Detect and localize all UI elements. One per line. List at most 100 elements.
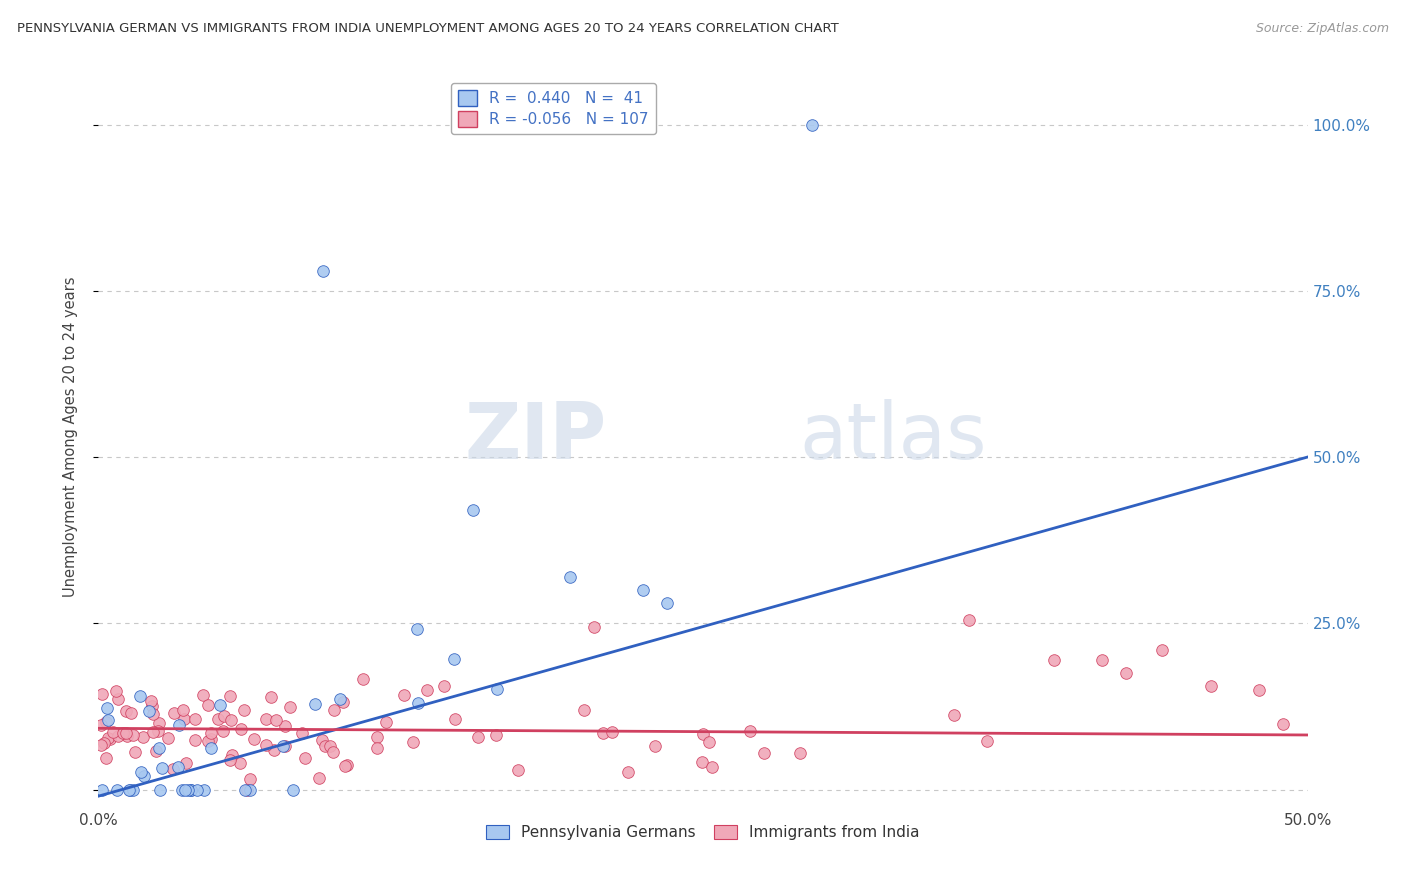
Point <box>558 570 581 584</box>
Point <box>402 735 425 749</box>
Point <box>91 687 114 701</box>
Point <box>318 739 340 753</box>
Point <box>572 703 595 717</box>
Point <box>294 751 316 765</box>
Point <box>191 689 214 703</box>
Point <box>93 736 115 750</box>
Point <box>214 708 236 723</box>
Point <box>800 118 823 132</box>
Point <box>406 622 429 636</box>
Point <box>120 706 142 720</box>
Point <box>163 706 186 720</box>
Point <box>1199 680 1222 694</box>
Point <box>107 782 129 797</box>
Point <box>131 765 153 780</box>
Point <box>655 596 678 610</box>
Point <box>254 738 277 752</box>
Point <box>107 691 129 706</box>
Point <box>148 716 170 731</box>
Point <box>235 782 257 797</box>
Point <box>115 729 138 743</box>
Point <box>148 740 170 755</box>
Point <box>173 782 195 797</box>
Point <box>186 782 208 797</box>
Point <box>1115 666 1137 681</box>
Point <box>141 699 163 714</box>
Point <box>180 782 202 797</box>
Point <box>406 696 429 710</box>
Point <box>352 672 374 686</box>
Point <box>132 769 155 783</box>
Point <box>789 746 811 760</box>
Point <box>274 739 297 754</box>
Point <box>312 264 335 278</box>
Point <box>738 724 761 739</box>
Point <box>314 739 336 754</box>
Point <box>94 714 117 729</box>
Point <box>219 753 242 767</box>
Point <box>200 741 222 756</box>
Point <box>329 692 352 706</box>
Point <box>433 679 456 693</box>
Point <box>1091 653 1114 667</box>
Point <box>172 782 194 797</box>
Point <box>1042 653 1064 667</box>
Point <box>332 695 354 709</box>
Point <box>105 683 128 698</box>
Point <box>274 719 297 733</box>
Point <box>443 652 465 666</box>
Point <box>219 689 242 703</box>
Point <box>174 756 197 770</box>
Point <box>690 755 713 769</box>
Point <box>200 726 222 740</box>
Point <box>200 732 222 747</box>
Point <box>583 619 606 633</box>
Point <box>592 726 614 740</box>
Point <box>366 730 388 744</box>
Point <box>115 704 138 718</box>
Point <box>118 782 141 797</box>
Point <box>101 724 124 739</box>
Point <box>486 681 509 696</box>
Point <box>97 731 120 746</box>
Point <box>162 763 184 777</box>
Point <box>485 728 508 742</box>
Point <box>145 743 167 757</box>
Point <box>184 712 207 726</box>
Point <box>212 724 235 739</box>
Point <box>263 743 285 757</box>
Point <box>278 699 301 714</box>
Point <box>97 713 120 727</box>
Point <box>616 765 638 780</box>
Point <box>98 732 121 747</box>
Point <box>697 735 720 749</box>
Point <box>172 703 194 717</box>
Point <box>239 782 262 797</box>
Text: PENNSYLVANIA GERMAN VS IMMIGRANTS FROM INDIA UNEMPLOYMENT AMONG AGES 20 TO 24 YE: PENNSYLVANIA GERMAN VS IMMIGRANTS FROM I… <box>17 22 838 36</box>
Point <box>138 704 160 718</box>
Point <box>121 728 143 742</box>
Point <box>180 782 202 797</box>
Point <box>197 698 219 713</box>
Point <box>167 718 190 732</box>
Point <box>394 688 416 702</box>
Point <box>167 760 190 774</box>
Point <box>242 732 264 747</box>
Point <box>333 759 356 773</box>
Point <box>148 723 170 738</box>
Point <box>173 712 195 726</box>
Point <box>311 733 333 747</box>
Point <box>94 751 117 765</box>
Point <box>366 741 388 756</box>
Point <box>754 746 776 760</box>
Legend: Pennsylvania Germans, Immigrants from India: Pennsylvania Germans, Immigrants from In… <box>479 819 927 847</box>
Point <box>142 724 165 739</box>
Point <box>1152 643 1174 657</box>
Point <box>112 726 135 740</box>
Point <box>467 730 489 744</box>
Point <box>375 715 398 730</box>
Point <box>142 707 165 722</box>
Point <box>184 732 207 747</box>
Point <box>219 714 242 728</box>
Point <box>197 734 219 748</box>
